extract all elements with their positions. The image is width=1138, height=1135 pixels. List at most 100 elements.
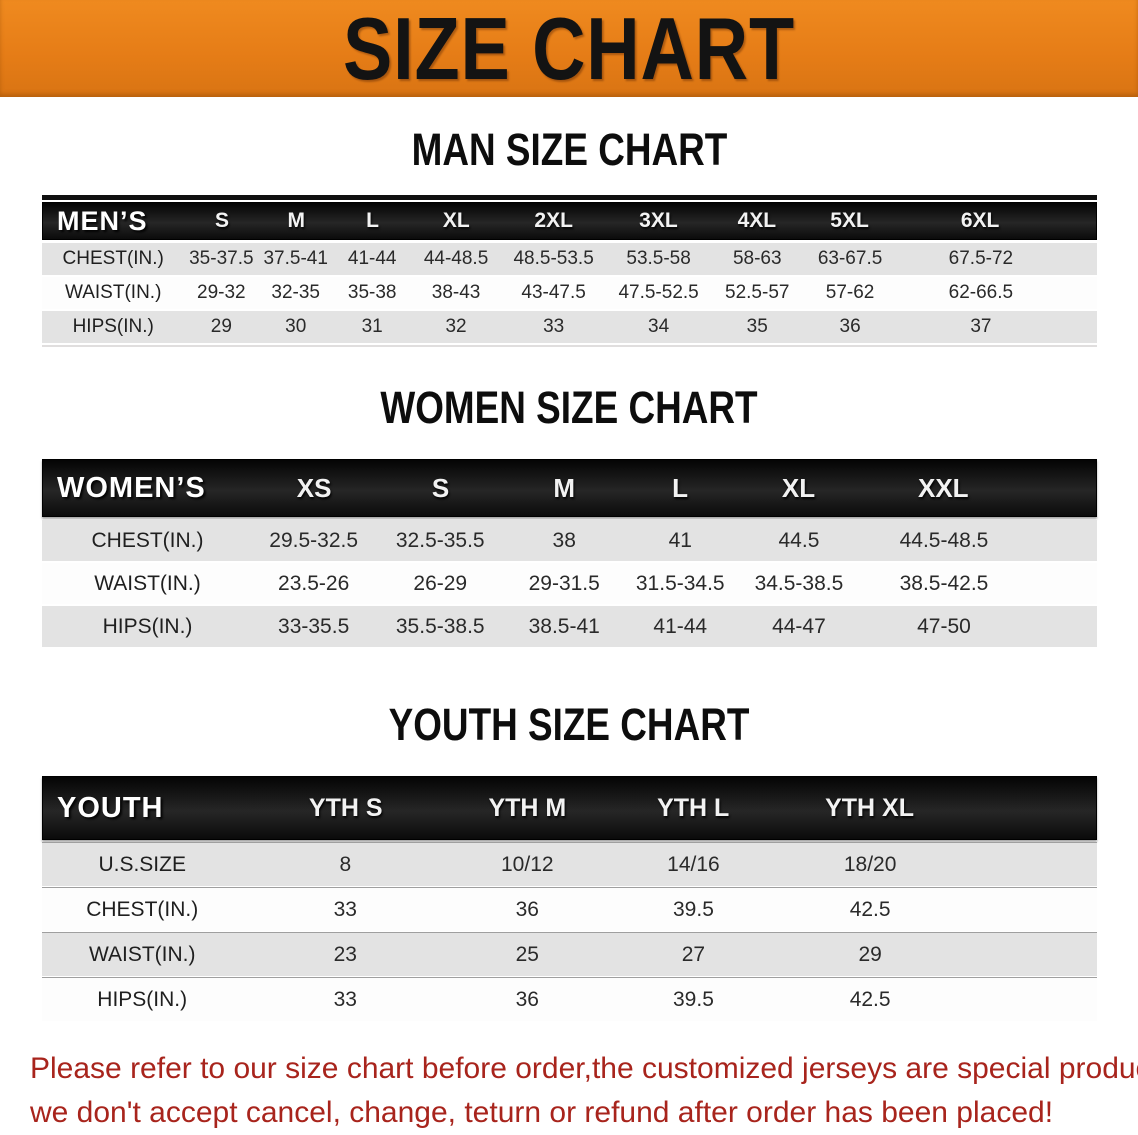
size-column-header: 5XL bbox=[830, 209, 869, 232]
size-value: 29.5-32.5 bbox=[269, 528, 359, 552]
table-row: U.S.SIZE 8 10/12 14/16 18/20 bbox=[42, 843, 1097, 886]
size-value: 37 bbox=[970, 316, 992, 337]
size-chart-banner: SIZE CHART bbox=[0, 0, 1138, 97]
size-value: 42.5 bbox=[849, 987, 891, 1011]
size-value: 29-32 bbox=[197, 282, 246, 303]
size-value: 48.5-53.5 bbox=[513, 248, 594, 269]
youth-size-table: YOUTH YTH S YTH M YTH L YTH XL U.S.SIZE 8 10/12… bbox=[42, 776, 1097, 1021]
size-column-header: YTH L bbox=[657, 793, 730, 822]
size-value: 27 bbox=[681, 942, 706, 966]
size-column-header: YTH S bbox=[308, 793, 383, 822]
size-value: 38 bbox=[552, 528, 576, 552]
row-label: HIPS(IN.) bbox=[102, 614, 193, 638]
size-value: 47.5-52.5 bbox=[618, 282, 699, 303]
size-value: 34.5-38.5 bbox=[754, 571, 844, 595]
size-value: 10/12 bbox=[501, 852, 554, 876]
size-value: 67.5-72 bbox=[948, 248, 1014, 269]
row-label: WAIST(IN.) bbox=[94, 571, 201, 595]
size-value: 53.5-58 bbox=[626, 248, 691, 269]
size-column-header: YTH M bbox=[488, 793, 567, 822]
size-value: 36 bbox=[515, 897, 539, 921]
size-value: 38-43 bbox=[431, 282, 481, 303]
table-title: YOUTH bbox=[57, 791, 164, 824]
size-value: 58-63 bbox=[732, 248, 782, 269]
size-value: 44.5 bbox=[778, 528, 820, 552]
size-value: 8 bbox=[339, 852, 352, 876]
size-value: 29 bbox=[858, 942, 882, 966]
size-column-header: XXL bbox=[918, 472, 969, 503]
size-column-header: L bbox=[366, 209, 379, 232]
size-value: 44.5-48.5 bbox=[899, 528, 989, 552]
size-value: 30 bbox=[285, 316, 307, 337]
size-value: 33 bbox=[333, 987, 357, 1011]
size-value: 52.5-57 bbox=[725, 282, 790, 303]
row-label: WAIST(IN.) bbox=[65, 282, 162, 303]
table-header-row: WOMEN’S XS S M L XL XXL bbox=[42, 459, 1097, 517]
men-section-heading-text: MAN SIZE CHART bbox=[411, 124, 727, 175]
table-title: WOMEN’S bbox=[57, 471, 206, 504]
size-value: 29-31.5 bbox=[528, 571, 600, 595]
size-column-header: M bbox=[553, 472, 576, 503]
women-size-table: WOMEN’S XS S M L XL XXL CHEST(IN.) 29.5-32.5 32.5… bbox=[42, 459, 1097, 647]
size-value: 23.5-26 bbox=[278, 571, 350, 595]
size-column-header: S bbox=[214, 209, 229, 232]
men-section-heading: MAN SIZE CHART bbox=[0, 127, 1138, 173]
size-value: 44-48.5 bbox=[423, 248, 489, 269]
women-section-heading: WOMEN SIZE CHART bbox=[0, 385, 1138, 431]
size-column-header: 4XL bbox=[737, 209, 777, 232]
size-value: 35.5-38.5 bbox=[395, 614, 485, 638]
size-column-header: 2XL bbox=[534, 209, 573, 232]
size-value: 36 bbox=[515, 987, 539, 1011]
table-row: WAIST(IN.) 29-32 32-35 35-38 38-43 43-47.5 47.… bbox=[42, 277, 1097, 309]
table-header-row: MEN’S S M L XL 2XL 3XL 4XL 5XL 6XL bbox=[42, 202, 1097, 240]
size-value: 29 bbox=[210, 316, 232, 337]
size-column-header: 6XL bbox=[960, 209, 1000, 232]
table-row: CHEST(IN.) 35-37.5 37.5-41 41-44 44-48.5 48.5… bbox=[42, 243, 1097, 275]
table-header-row: YOUTH YTH S YTH M YTH L YTH XL bbox=[42, 776, 1097, 840]
size-value: 33 bbox=[333, 897, 357, 921]
size-value: 32 bbox=[445, 316, 467, 337]
size-value: 37.5-41 bbox=[263, 248, 328, 269]
size-value: 47-50 bbox=[917, 614, 971, 638]
footer-note: Please refer to our size chart before or… bbox=[0, 1047, 1138, 1135]
size-value: 31 bbox=[361, 316, 383, 337]
size-value: 39.5 bbox=[673, 897, 714, 921]
size-column-header: XL bbox=[442, 209, 470, 232]
row-label: HIPS(IN.) bbox=[72, 316, 154, 337]
size-value: 36 bbox=[839, 316, 861, 337]
size-value: 41-44 bbox=[653, 614, 708, 638]
youth-section-heading: YOUTH SIZE CHART bbox=[0, 702, 1138, 748]
youth-section-heading-text: YOUTH SIZE CHART bbox=[388, 699, 750, 750]
table-title: MEN’S bbox=[57, 205, 148, 236]
table-row: WAIST(IN.) 23.5-26 26-29 29-31.5 31.5-34.5 34… bbox=[42, 563, 1097, 604]
row-label: U.S.SIZE bbox=[98, 852, 186, 876]
size-column-header: S bbox=[431, 472, 450, 503]
banner-title: SIZE CHART bbox=[343, 0, 795, 98]
row-label: WAIST(IN.) bbox=[88, 942, 196, 966]
size-column-header: M bbox=[287, 209, 305, 232]
table-row: HIPS(IN.) 29 30 31 32 33 34 35 36 37 bbox=[42, 311, 1097, 343]
row-label: CHEST(IN.) bbox=[91, 528, 204, 552]
table-row: CHEST(IN.) 29.5-32.5 32.5-35.5 38 41 44.5 44.5… bbox=[42, 520, 1097, 561]
size-value: 35-37.5 bbox=[189, 248, 254, 269]
size-value: 31.5-34.5 bbox=[635, 571, 725, 595]
size-value: 38.5-42.5 bbox=[899, 571, 989, 595]
size-value: 38.5-41 bbox=[528, 614, 600, 638]
size-value: 14/16 bbox=[667, 852, 720, 876]
row-label: HIPS(IN.) bbox=[97, 987, 188, 1011]
size-value: 18/20 bbox=[843, 852, 897, 876]
size-value: 63-67.5 bbox=[817, 248, 883, 269]
footer-note-line1: Please refer to our size chart before or… bbox=[30, 1052, 1138, 1085]
size-value: 34 bbox=[648, 316, 670, 337]
table-row: CHEST(IN.) 33 36 39.5 42.5 bbox=[42, 888, 1097, 931]
size-value: 42.5 bbox=[849, 897, 891, 921]
size-value: 35 bbox=[746, 316, 768, 337]
size-value: 33 bbox=[543, 316, 565, 337]
size-value: 26-29 bbox=[413, 571, 468, 595]
table-row: WAIST(IN.) 23 25 27 29 bbox=[42, 933, 1097, 976]
size-value: 44-47 bbox=[772, 614, 826, 638]
size-column-header: YTH XL bbox=[825, 793, 915, 822]
size-column-header: 3XL bbox=[639, 209, 678, 232]
women-section-heading-text: WOMEN SIZE CHART bbox=[380, 382, 758, 433]
size-value: 43-47.5 bbox=[521, 282, 586, 303]
